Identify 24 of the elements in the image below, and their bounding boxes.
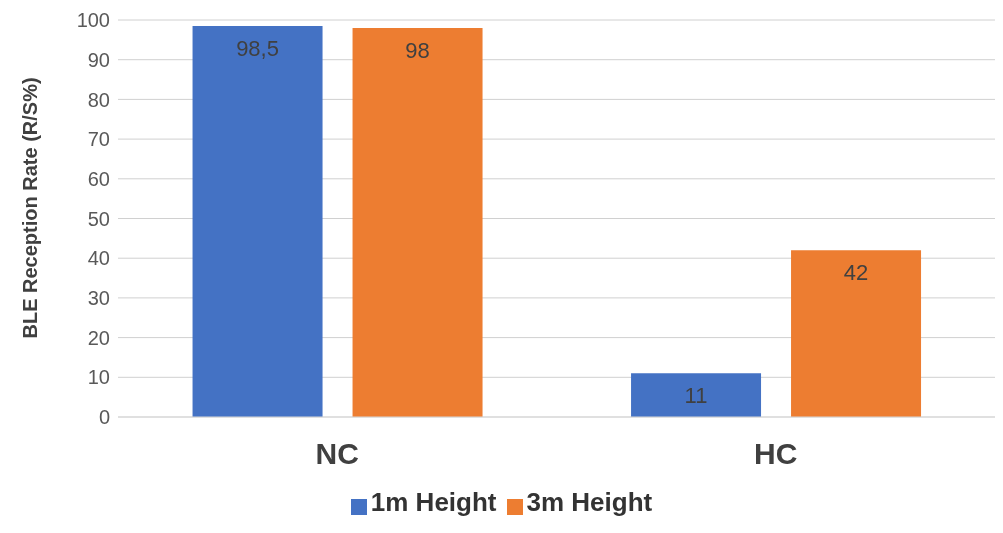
y-tick-label: 20 [87, 326, 110, 349]
data-label: 98,5 [236, 35, 279, 61]
y-axis-title: BLE Reception Rate (R/S%) [19, 77, 42, 339]
x-tick-label: HC [754, 437, 798, 471]
bar [352, 27, 483, 417]
y-tick-label: 90 [87, 48, 110, 71]
y-tick-label: 40 [87, 247, 110, 270]
y-tick-label: 30 [87, 287, 110, 309]
y-tick-label: 60 [87, 167, 110, 190]
y-tick-label: 80 [87, 88, 110, 111]
data-label: 98 [405, 37, 430, 63]
data-label: 11 [684, 383, 708, 409]
bar [631, 373, 762, 417]
bar [192, 25, 323, 417]
x-tick-label: NC [315, 437, 359, 471]
legend-label: 3m Height [526, 487, 653, 517]
y-tick-label: 70 [87, 128, 110, 151]
bar [791, 250, 922, 417]
y-tick-label: 50 [87, 207, 110, 230]
y-tick-label: 100 [76, 9, 110, 32]
y-tick-label: 0 [98, 406, 110, 429]
legend-label: 1m Height [370, 487, 497, 517]
y-tick-label: 10 [87, 366, 110, 389]
data-label: 42 [843, 260, 869, 286]
